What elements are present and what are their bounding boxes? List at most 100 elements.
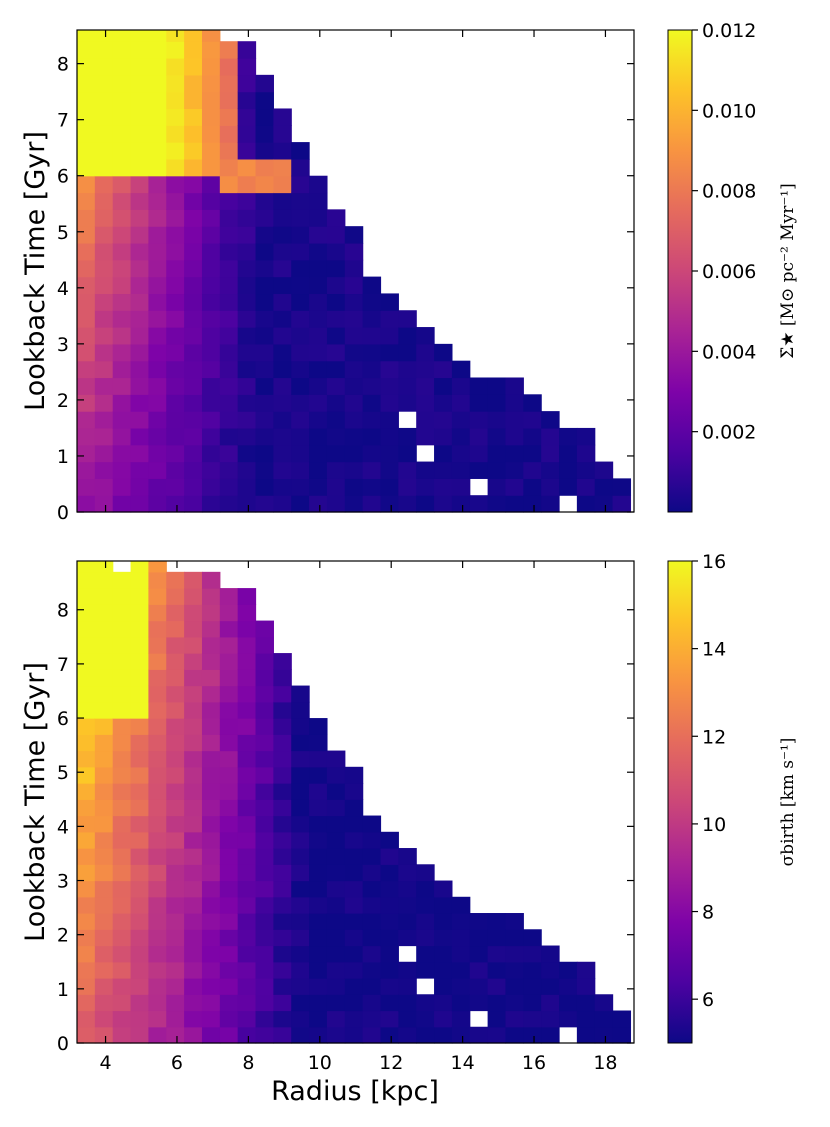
heatmap-cell xyxy=(130,310,150,328)
heatmap-cell xyxy=(273,259,292,278)
heatmap-cell xyxy=(237,310,257,328)
heatmap-cell xyxy=(255,718,274,735)
heatmap-cell xyxy=(184,478,203,496)
heatmap-cell xyxy=(237,669,257,687)
heatmap-cell xyxy=(291,478,310,496)
heatmap-cell xyxy=(184,718,203,735)
heatmap-cell xyxy=(148,175,167,194)
heatmap-cell xyxy=(94,394,114,412)
heatmap-cell xyxy=(237,750,257,768)
sigma-birth-cells xyxy=(77,561,632,1044)
heatmap-cell xyxy=(469,377,489,395)
x-tick-label: 18 xyxy=(593,1052,617,1074)
heatmap-cell xyxy=(112,360,132,379)
heatmap-cell xyxy=(219,831,239,849)
heatmap-cell xyxy=(434,1026,453,1044)
heatmap-cell xyxy=(309,276,328,295)
heatmap-cell xyxy=(541,444,560,463)
heatmap-cell xyxy=(344,913,364,930)
heatmap-cell xyxy=(201,58,221,76)
heatmap-cell xyxy=(255,259,274,278)
heatmap-cell xyxy=(326,242,346,261)
heatmap-cell xyxy=(219,259,239,278)
heatmap-cell xyxy=(309,226,328,244)
heatmap-cell xyxy=(130,30,150,42)
heatmap-cell xyxy=(166,994,185,1012)
heatmap-cell xyxy=(184,242,203,261)
heatmap-cell xyxy=(255,74,274,93)
heatmap-cell xyxy=(273,913,292,930)
heatmap-cell xyxy=(77,226,96,244)
heatmap-cell xyxy=(344,310,364,328)
heatmap-cell xyxy=(77,929,96,947)
heatmap-cell xyxy=(94,226,114,244)
heatmap-cell xyxy=(326,880,346,898)
top-colorbar-ticks: 0.002 0.004 0.006 0.008 0.010 0.012 xyxy=(692,20,756,444)
heatmap-cell xyxy=(112,620,132,638)
heatmap-cell xyxy=(184,209,203,227)
heatmap-cell xyxy=(130,734,150,752)
heatmap-cell xyxy=(255,192,274,210)
heatmap-cell xyxy=(166,978,185,995)
heatmap-cell xyxy=(451,961,471,979)
heatmap-cell xyxy=(77,394,96,412)
heatmap-cell xyxy=(77,360,96,379)
heatmap-cell xyxy=(309,411,328,429)
heatmap-cell xyxy=(523,411,542,429)
heatmap-cell xyxy=(559,994,578,1012)
heatmap-cell xyxy=(201,1026,221,1044)
heatmap-cell xyxy=(148,945,167,963)
heatmap-cell xyxy=(112,831,132,849)
heatmap-cell xyxy=(398,427,417,446)
heatmap-cell xyxy=(219,653,239,670)
heatmap-cell xyxy=(201,411,221,429)
heatmap-cell xyxy=(219,360,239,379)
heatmap-cell xyxy=(148,799,167,817)
heatmap-cell xyxy=(255,766,274,784)
heatmap-cell xyxy=(469,945,489,963)
heatmap-cell xyxy=(380,913,399,930)
heatmap-cell xyxy=(112,427,132,446)
heatmap-cell xyxy=(398,310,417,328)
heatmap-cell xyxy=(416,360,435,379)
heatmap-cell xyxy=(94,58,114,76)
heatmap-cell xyxy=(166,913,185,930)
top-colorbar-label: Σ̇★ [M⊙ pc⁻² Myr⁻¹] xyxy=(778,183,798,359)
heatmap-cell xyxy=(219,1010,239,1028)
heatmap-cell xyxy=(291,461,310,479)
heatmap-cell xyxy=(130,799,150,817)
heatmap-cell xyxy=(416,478,435,496)
heatmap-cell xyxy=(112,718,132,735)
heatmap-cell xyxy=(380,864,399,882)
heatmap-cell xyxy=(201,158,221,177)
heatmap-cell xyxy=(237,377,257,395)
heatmap-cell xyxy=(166,158,185,177)
heatmap-cell xyxy=(362,427,382,446)
heatmap-cell xyxy=(219,411,239,429)
heatmap-cell xyxy=(434,1010,453,1028)
heatmap-cell xyxy=(184,310,203,328)
heatmap-cell xyxy=(291,766,310,784)
x-tick-label: 6 xyxy=(171,1052,183,1074)
heatmap-cell xyxy=(380,495,399,513)
heatmap-cell xyxy=(130,604,150,622)
heatmap-cell xyxy=(77,734,96,752)
heatmap-cell xyxy=(184,848,203,865)
heatmap-cell xyxy=(219,478,239,496)
heatmap-cell xyxy=(130,411,150,429)
heatmap-cell xyxy=(166,864,185,882)
heatmap-cell xyxy=(130,209,150,227)
heatmap-cell xyxy=(112,495,132,513)
heatmap-cell xyxy=(94,125,114,143)
heatmap-cell xyxy=(380,896,399,914)
heatmap-cell xyxy=(166,848,185,865)
heatmap-cell xyxy=(184,293,203,311)
heatmap-cell xyxy=(291,293,310,311)
heatmap-cell xyxy=(487,945,507,963)
heatmap-cell xyxy=(94,588,114,605)
heatmap-cell xyxy=(166,653,185,670)
heatmap-cell xyxy=(255,377,274,395)
heatmap-cell xyxy=(94,377,114,395)
heatmap-cell xyxy=(130,495,150,513)
